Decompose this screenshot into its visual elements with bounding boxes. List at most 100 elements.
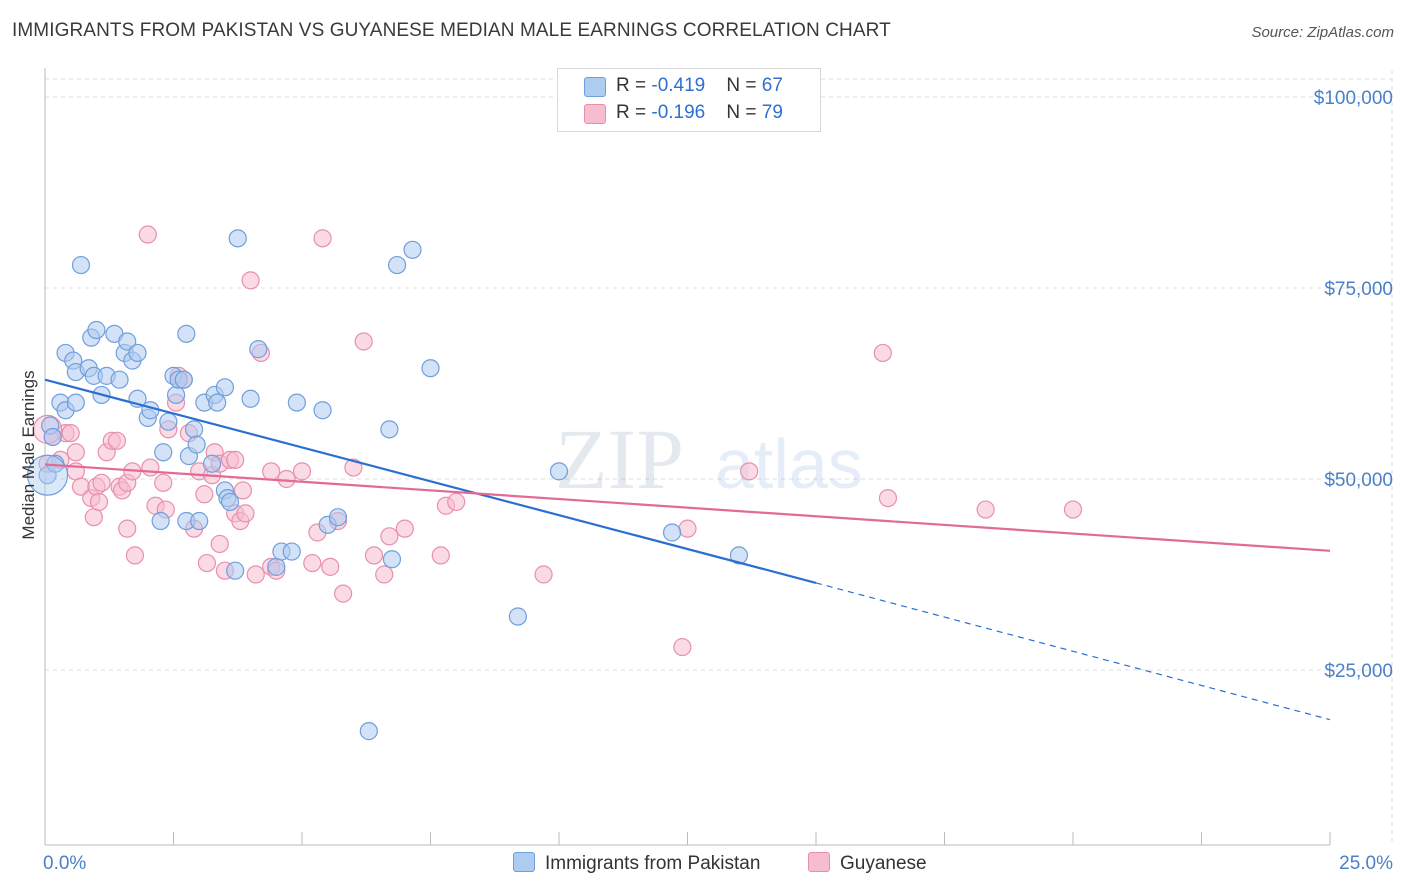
guyanese-point [141,458,160,477]
legend-r-value: -0.196 [651,102,706,123]
watermark-atlas: atlas [715,425,863,503]
pakistan-point [508,607,527,626]
bottom-legend-swatch-pakistan [513,852,535,872]
pakistan-point [226,561,245,580]
chart-title: IMMIGRANTS FROM PAKISTAN VS GUYANESE MED… [12,20,891,41]
guyanese-point [395,519,414,538]
pakistan-point [729,546,749,565]
pakistan-point [141,401,160,420]
pakistan-point [174,370,193,389]
pakistan-point [662,523,682,542]
y-axis-title: Median Male Earnings [19,370,38,539]
legend-r-label: R = [616,102,652,123]
guyanese-point [89,492,109,512]
guyanese-point [107,431,127,450]
pakistan-point [215,378,234,397]
pakistan-point [287,393,306,412]
pakistan-point [403,240,422,259]
guyanese-point [303,553,322,573]
guyanese-point [92,473,111,492]
pakistan-point [190,511,209,531]
pakistan-point [313,401,332,420]
guyanese-point [364,546,384,565]
pakistan-point [380,420,399,439]
pakistan-trend-extension [815,582,1331,721]
pakistan-points [26,229,749,741]
pakistan-point [166,385,186,405]
pakistan-point [159,412,178,431]
watermark: ZIP atlas [555,411,863,507]
trend-lines [44,378,1331,721]
pakistan-point [87,320,106,340]
guyanese-point [431,546,450,565]
pakistan-point [208,393,227,412]
pakistan-point [328,508,348,527]
guyanese-point [292,462,312,481]
bottom-legend-swatch-guyanese [808,852,830,872]
guyanese-point [740,462,759,481]
bottom-legend-label-guyanese: Guyanese [840,853,927,874]
pakistan-point [71,255,91,275]
guyanese-point [197,553,217,573]
pakistan-point [549,462,569,481]
guyanese-point [976,500,995,519]
pakistan-point [43,427,62,447]
x-tick-label: 25.0% [1339,853,1393,874]
guyanese-point [277,469,296,489]
guyanese-point [344,458,363,477]
y-tick-label: $100,000 [1314,88,1393,109]
guyanese-point [61,424,80,443]
guyanese-point [118,519,137,538]
pakistan-point [421,359,440,378]
tick-labels: $25,000 $50,000 $75,000 $100,000 0.0% 25.0% [43,88,1393,874]
pakistan-point [184,420,204,439]
guyanese-point [380,527,399,546]
guyanese-point [125,546,145,565]
guyanese-point [873,343,892,363]
guyanese-point [1063,500,1083,519]
guyanese-point [210,534,229,554]
guyanese-trend-line [44,463,1331,552]
guyanese-point [321,557,340,576]
pakistan-point [202,454,222,473]
pakistan-point [154,443,173,462]
pakistan-point [241,389,260,408]
pakistan-point [249,340,268,359]
guyanese-point [262,462,281,481]
guyanese-point [84,508,103,527]
y-tick-label: $75,000 [1324,279,1393,300]
y-tick-label: $25,000 [1324,661,1393,682]
guyanese-point [534,565,553,584]
watermark-zip: ZIP [555,411,684,507]
y-tick-label: $50,000 [1324,470,1393,491]
legend-r-value: -0.419 [651,75,706,96]
bottom-legend-label-pakistan: Immigrants from Pakistan [545,853,761,874]
guyanese-point [154,473,173,492]
legend-n-label: N = [726,75,762,96]
pakistan-point [220,492,240,512]
x-tick-label: 0.0% [43,853,86,874]
pakistan-point [110,370,129,389]
guyanese-point [673,637,692,657]
pakistan-point [359,722,378,741]
guyanese-point [375,565,394,584]
pakistan-point [267,557,286,576]
guyanese-point [195,485,214,504]
pakistan-point [228,229,247,248]
pakistan-point [151,511,170,531]
legend-r-label: R = [616,75,652,96]
bottom-legend-guyanese: Guyanese [808,852,927,875]
guyanese-point [246,565,265,584]
guyanese-point [233,481,252,500]
guyanese-point [447,492,466,512]
guyanese-point [313,229,332,248]
pakistan-trend-line [44,378,817,584]
pakistan-point [66,393,85,412]
guyanese-point [354,332,373,351]
pakistan-point [187,435,206,454]
legend: R = -0.419 N = 67 R = -0.196 N = 79 [557,68,821,132]
pakistan-point [387,255,407,275]
guyanese-point [334,584,353,603]
pakistan-point [282,542,301,561]
pakistan-point [128,343,147,363]
